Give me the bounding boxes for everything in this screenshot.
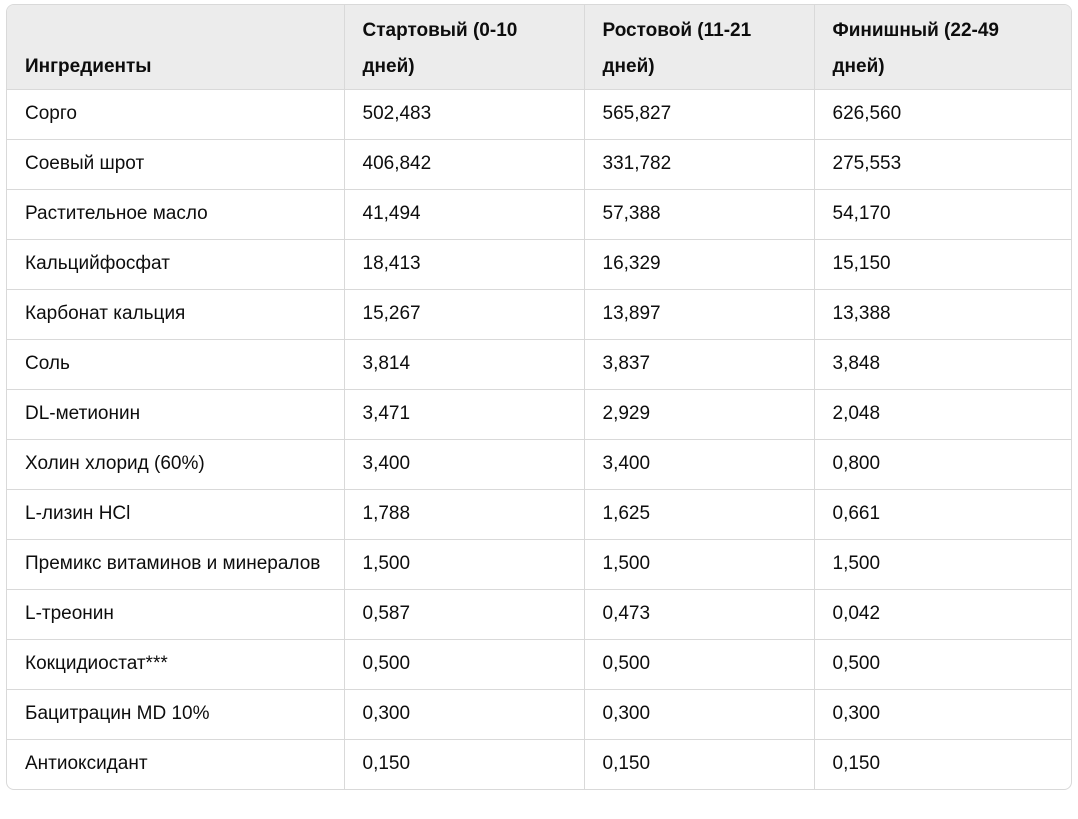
finisher-value-cell: 13,388 <box>813 289 1071 340</box>
ingredients-table-container: Ингредиенты Стартовый (0-10 дней) Ростов… <box>6 4 1072 790</box>
table-row: Бацитрацин MD 10% 0,300 0,300 0,300 <box>7 689 1071 740</box>
ingredients-table: Ингредиенты Стартовый (0-10 дней) Ростов… <box>7 5 1071 789</box>
finisher-value-cell: 3,848 <box>813 339 1071 390</box>
starter-value-cell: 1,500 <box>343 539 584 590</box>
finisher-value-cell: 0,800 <box>813 439 1071 490</box>
finisher-value-cell: 1,500 <box>813 539 1071 590</box>
table-row: Кальцийфосфат 18,413 16,329 15,150 <box>7 239 1071 290</box>
grower-value-cell: 0,500 <box>583 639 814 690</box>
table-row: L-треонин 0,587 0,473 0,042 <box>7 589 1071 640</box>
table-row: Карбонат кальция 15,267 13,897 13,388 <box>7 289 1071 340</box>
table-row: Кокцидиостат*** 0,500 0,500 0,500 <box>7 639 1071 690</box>
ingredient-cell: Сорго <box>7 89 344 140</box>
starter-value-cell: 0,300 <box>343 689 584 740</box>
finisher-value-cell: 0,150 <box>813 739 1071 789</box>
starter-value-cell: 18,413 <box>343 239 584 290</box>
ingredient-cell: Соль <box>7 339 344 390</box>
ingredient-cell: Соевый шрот <box>7 139 344 190</box>
column-header-ingredients: Ингредиенты <box>7 5 344 90</box>
starter-value-cell: 502,483 <box>343 89 584 140</box>
grower-value-cell: 1,625 <box>583 489 814 540</box>
grower-value-cell: 0,473 <box>583 589 814 640</box>
grower-value-cell: 1,500 <box>583 539 814 590</box>
column-header-finisher: Финишный (22-49 дней) <box>813 5 1071 90</box>
ingredient-cell: Растительное масло <box>7 189 344 240</box>
ingredient-cell: L-лизин HCl <box>7 489 344 540</box>
table-row: L-лизин HCl 1,788 1,625 0,661 <box>7 489 1071 540</box>
finisher-value-cell: 2,048 <box>813 389 1071 440</box>
table-row: Сорго 502,483 565,827 626,560 <box>7 89 1071 140</box>
starter-value-cell: 3,471 <box>343 389 584 440</box>
finisher-value-cell: 54,170 <box>813 189 1071 240</box>
starter-value-cell: 3,814 <box>343 339 584 390</box>
grower-value-cell: 3,837 <box>583 339 814 390</box>
grower-value-cell: 57,388 <box>583 189 814 240</box>
finisher-value-cell: 0,661 <box>813 489 1071 540</box>
finisher-value-cell: 15,150 <box>813 239 1071 290</box>
table-row: DL-метионин 3,471 2,929 2,048 <box>7 389 1071 440</box>
finisher-value-cell: 0,500 <box>813 639 1071 690</box>
starter-value-cell: 41,494 <box>343 189 584 240</box>
grower-value-cell: 16,329 <box>583 239 814 290</box>
finisher-value-cell: 0,042 <box>813 589 1071 640</box>
starter-value-cell: 1,788 <box>343 489 584 540</box>
finisher-value-cell: 275,553 <box>813 139 1071 190</box>
ingredient-cell: L-треонин <box>7 589 344 640</box>
starter-value-cell: 15,267 <box>343 289 584 340</box>
table-row: Премикс витаминов и минералов 1,500 1,500 1… <box>7 539 1071 590</box>
grower-value-cell: 0,300 <box>583 689 814 740</box>
ingredient-cell: Кокцидиостат*** <box>7 639 344 690</box>
table-header: Ингредиенты Стартовый (0-10 дней) Ростов… <box>7 5 1071 90</box>
ingredient-cell: Антиоксидант <box>25 753 148 774</box>
ingredient-cell: DL-метионин <box>7 389 344 440</box>
grower-value-cell: 0,150 <box>583 739 814 789</box>
ingredient-cell: Бацитрацин MD 10% <box>7 689 344 740</box>
starter-value-cell: 406,842 <box>343 139 584 190</box>
starter-value-cell: 0,500 <box>343 639 584 690</box>
table-row: Соль 3,814 3,837 3,848 <box>7 339 1071 390</box>
ingredient-cell: Карбонат кальция <box>7 289 344 340</box>
starter-value-cell: 0,587 <box>343 589 584 640</box>
column-header-starter: Стартовый (0-10 дней) <box>343 5 584 90</box>
grower-value-cell: 565,827 <box>583 89 814 140</box>
starter-value-cell: 3,400 <box>343 439 584 490</box>
table-row: Соевый шрот 406,842 331,782 275,553 <box>7 139 1071 190</box>
table-row: Антиоксидант 0,150 0,150 0,150 <box>7 739 1071 789</box>
table-body: Сорго 502,483 565,827 626,560 Соевый шрот 406… <box>7 89 1071 789</box>
grower-value-cell: 3,400 <box>583 439 814 490</box>
ingredient-cell: Кальцийфосфат <box>7 239 344 290</box>
grower-value-cell: 2,929 <box>583 389 814 440</box>
ingredient-cell: Премикс витаминов и минералов <box>7 539 344 590</box>
table-row: Растительное масло 41,494 57,388 54,170 <box>7 189 1071 240</box>
starter-value-cell: 0,150 <box>343 739 584 789</box>
ingredient-cell: Холин хлорид (60%) <box>7 439 344 490</box>
grower-value-cell: 331,782 <box>583 139 814 190</box>
finisher-value-cell: 0,300 <box>813 689 1071 740</box>
table-row: Холин хлорид (60%) 3,400 3,400 0,800 <box>7 439 1071 490</box>
finisher-value-cell: 626,560 <box>813 89 1071 140</box>
grower-value-cell: 13,897 <box>583 289 814 340</box>
header-row: Ингредиенты Стартовый (0-10 дней) Ростов… <box>7 5 1071 90</box>
column-header-grower: Ростовой (11-21 дней) <box>583 5 814 90</box>
